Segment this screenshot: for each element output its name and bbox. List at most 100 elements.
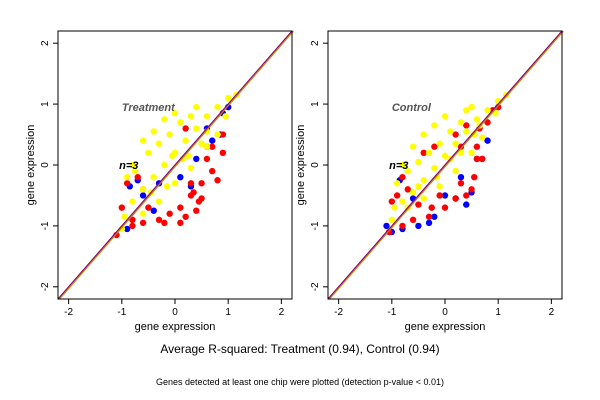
panel-2-point-yellow <box>415 183 422 190</box>
panel-2-point-red <box>436 192 443 199</box>
panel-1-point-red <box>177 219 184 227</box>
panel-2-point-yellow <box>431 164 438 172</box>
panel-1-point-red <box>139 219 147 227</box>
panel-2-x-tick-label: -1 <box>387 307 396 318</box>
panel-1-point-red <box>145 204 152 211</box>
panel-2-point-yellow <box>425 149 433 157</box>
panel-2-point-red <box>471 173 478 181</box>
panel-1-point-yellow <box>161 161 168 169</box>
panel-1-point-yellow <box>163 183 171 190</box>
panel-2-point-red <box>473 143 481 150</box>
panel-1-point-blue <box>177 173 184 181</box>
panel-2-point-yellow <box>420 195 427 202</box>
panel-2-title: Control <box>392 102 432 114</box>
panel-1-point-yellow <box>177 119 184 126</box>
panel-2-point-yellow <box>452 140 459 147</box>
panel-2-x-tick-label: 1 <box>495 307 501 318</box>
panel-1-point-yellow <box>193 125 200 132</box>
panel-1-point-red <box>193 207 200 214</box>
panel-1-y-tick-label: -1 <box>40 221 51 230</box>
panel-2-point-yellow <box>484 106 491 114</box>
panel-2-y-tick-label: -1 <box>310 221 321 230</box>
panel-2-reference-line <box>327 30 563 300</box>
panel-1-point-red <box>134 173 141 181</box>
panel-2-point-yellow <box>457 149 465 157</box>
panel-1-point-red <box>214 177 221 184</box>
panel-2-point-red <box>404 186 411 193</box>
panel-1-point-red <box>166 210 173 217</box>
panel-2-point-yellow <box>399 198 406 205</box>
panel-2-point-red <box>463 122 470 129</box>
panel-1-point-yellow <box>214 131 221 138</box>
panel-2-point-yellow <box>409 143 417 150</box>
panel-2-n-annotation: n=3 <box>389 160 408 172</box>
panel-1-n-annotation: n=3 <box>119 160 138 172</box>
panel-1-point-blue <box>193 155 200 163</box>
panel-1-point-red <box>195 198 203 205</box>
panel-1-point-red <box>155 216 163 224</box>
panel-1-point-red <box>209 167 216 175</box>
panel-2-y-tick-label: -2 <box>310 282 321 291</box>
panel-1-point-yellow <box>185 152 192 160</box>
panel-1-point-red <box>177 204 184 211</box>
panel-2-point-yellow <box>492 110 499 117</box>
panel-2-point-yellow <box>404 167 411 175</box>
panel-2-y-tick-label: 1 <box>310 101 321 107</box>
panel-1-point-red <box>182 213 189 220</box>
panel-1-y-tick-label: 1 <box>40 101 51 107</box>
panel-2-point-red <box>463 192 470 199</box>
panel-2-point-red <box>399 173 406 181</box>
panel-1-point-red <box>187 180 195 187</box>
panel-2-point-yellow <box>399 161 406 169</box>
panel-1-point-yellow <box>150 173 157 181</box>
panel-1-point-yellow <box>222 113 229 120</box>
panel-2-point-yellow <box>468 149 475 157</box>
panel-2-y-tick-label: 2 <box>310 40 321 46</box>
panel-1-point-yellow <box>145 149 152 157</box>
panel-2-point-yellow <box>415 158 422 166</box>
panel-1-point-red <box>123 180 131 187</box>
panel-1-x-axis-label: gene expression <box>135 321 216 333</box>
panel-2-point-red <box>431 143 438 150</box>
panel-2-point-blue <box>441 192 449 199</box>
panel-1-point-yellow <box>129 198 136 205</box>
panel-1-y-tick-label: 0 <box>40 162 51 168</box>
panel-1-title: Treatment <box>122 102 176 114</box>
panel-2-point-blue <box>383 222 390 230</box>
panel-2-point-red <box>399 222 406 230</box>
panel-1-point-red <box>129 222 136 230</box>
panel-1-y-tick-label: 2 <box>40 40 51 46</box>
panel-2-point-blue <box>425 219 433 227</box>
panel-1-x-tick-label: -2 <box>64 307 73 318</box>
panel-1-point-red <box>203 155 211 163</box>
panel-1-reference-line <box>57 30 293 300</box>
panel-1-y-tick-label: -2 <box>40 282 51 291</box>
panel-1-point-yellow <box>139 137 147 144</box>
panel-2-point-red <box>420 149 427 157</box>
panel-1-point-red <box>118 204 126 211</box>
panel-2-x-axis-label: gene expression <box>405 321 486 333</box>
panel-1-point-yellow <box>169 152 176 160</box>
panel-1-point-yellow <box>166 131 173 138</box>
panel-1-y-axis-label: gene expression <box>25 125 37 206</box>
panel-1-point-yellow <box>131 167 139 175</box>
panel-2-point-red <box>473 155 481 163</box>
panel-1-point-yellow <box>171 180 179 187</box>
panel-2-point-red <box>468 186 475 193</box>
panel-2-point-yellow <box>447 128 454 135</box>
panel-1-point-red <box>129 216 136 224</box>
panel-2-point-blue <box>484 137 491 144</box>
panel-2-x-tick-label: -2 <box>334 307 343 318</box>
panel-2-point-yellow <box>463 106 470 114</box>
panel-2-point-red <box>441 204 449 211</box>
panel-2-point-yellow <box>479 134 486 141</box>
panel-1-point-yellow <box>214 103 221 111</box>
detection-footnote: Genes detected at least one chip were pl… <box>156 377 444 387</box>
panel-1-point-yellow <box>193 103 200 111</box>
panel-1-point-red <box>161 219 168 227</box>
panel-1-point-red <box>209 143 216 150</box>
panel-2-point-red <box>452 195 459 202</box>
panel-2-point-red <box>484 119 491 126</box>
panel-2-point-yellow <box>431 122 438 129</box>
